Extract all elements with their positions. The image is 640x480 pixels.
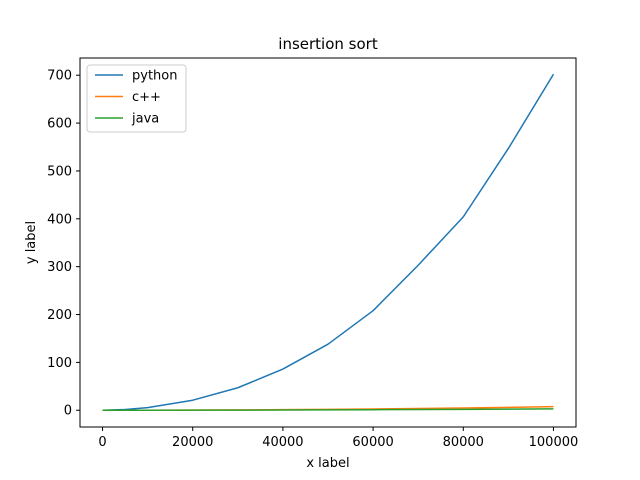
plot-frame — [79, 57, 577, 428]
x-tick-label: 80000 — [443, 435, 484, 450]
legend-label-java: java — [131, 112, 159, 127]
y-tick-label: 100 — [47, 356, 72, 371]
y-tick-label: 200 — [47, 308, 72, 323]
x-axis-label: x label — [306, 456, 349, 471]
plot-lines — [102, 73, 555, 411]
y-tick-label: 600 — [47, 117, 72, 132]
x-axis-ticks: 0 20000 40000 60000 80000 100000 — [98, 427, 578, 450]
y-tick-label: 400 — [47, 212, 72, 227]
y-axis-label: y label — [24, 221, 39, 264]
y-tick-label: 0 — [64, 404, 72, 419]
legend-label-c++: c++ — [132, 90, 161, 105]
chart-title: insertion sort — [278, 35, 378, 53]
y-tick-label: 700 — [47, 69, 72, 84]
legend-label-python: python — [132, 69, 177, 84]
x-tick-label: 20000 — [172, 435, 213, 450]
series-line-python — [102, 73, 555, 411]
x-tick-label: 0 — [98, 435, 106, 450]
x-tick-label: 40000 — [262, 435, 303, 450]
y-tick-label: 300 — [47, 260, 72, 275]
y-tick-label: 500 — [47, 164, 72, 179]
y-axis-ticks: 0 100 200 300 400 500 600 700 — [47, 69, 80, 419]
legend: python c++ java — [86, 64, 187, 133]
series-line-java — [102, 408, 554, 411]
x-tick-label: 100000 — [529, 435, 579, 450]
legend-box — [86, 64, 187, 133]
x-tick-label: 60000 — [352, 435, 393, 450]
